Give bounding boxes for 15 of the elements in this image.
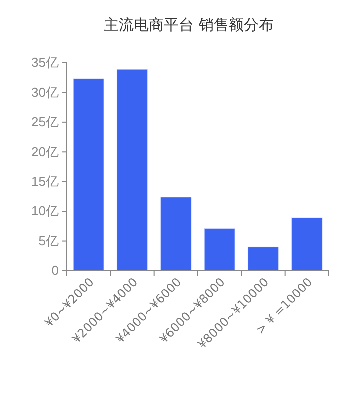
y-tick-label: 30亿 [32, 84, 59, 100]
y-tick-label: 25亿 [32, 114, 59, 130]
y-tick-label: 10亿 [32, 204, 59, 219]
chart-title: 主流电商平台 销售额分布 [104, 16, 274, 34]
bar [248, 246, 280, 272]
bar [160, 197, 192, 272]
y-tick-label: 20亿 [32, 144, 59, 160]
bar [204, 228, 236, 272]
bar [292, 218, 323, 272]
y-tick-label: 15亿 [32, 174, 59, 190]
bar [116, 69, 148, 272]
y-tick-label: 0 [52, 263, 59, 278]
y-tick-label: 5亿 [38, 233, 59, 248]
y-tick-label: 35亿 [32, 55, 59, 70]
bar [73, 78, 104, 272]
